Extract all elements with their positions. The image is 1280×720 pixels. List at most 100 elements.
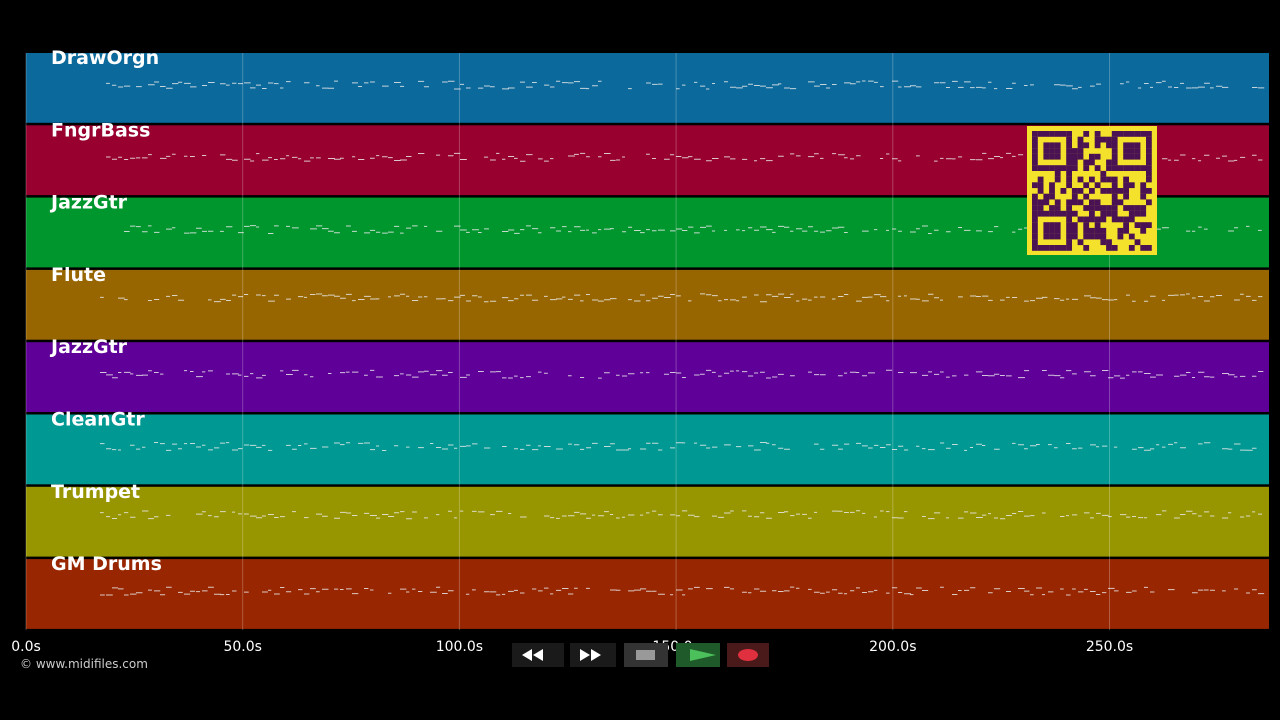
qr-module	[1134, 153, 1141, 160]
qr-module	[1100, 233, 1107, 240]
qr-module	[1089, 216, 1095, 223]
qr-module	[1077, 142, 1084, 149]
qr-module	[1083, 193, 1090, 200]
qr-module	[1146, 159, 1152, 166]
qr-module	[1146, 170, 1152, 177]
qr-module	[1128, 142, 1135, 149]
qr-module	[1111, 142, 1118, 149]
qr-module	[1049, 227, 1055, 234]
qr-module	[1032, 233, 1038, 240]
qr-module	[1066, 176, 1072, 183]
qr-module	[1083, 222, 1090, 228]
copyright: © www.midifiles.com	[20, 657, 148, 671]
qr-module	[1134, 222, 1141, 228]
qr-module	[1066, 199, 1072, 206]
qr-module	[1140, 210, 1147, 217]
qr-module	[1066, 239, 1072, 246]
qr-module	[1032, 182, 1038, 189]
qr-module	[1066, 182, 1072, 189]
qr-module	[1140, 245, 1147, 251]
qr-module	[1117, 233, 1124, 240]
fast-forward-button[interactable]	[570, 643, 616, 667]
qr-module	[1077, 136, 1084, 143]
qr-module	[1049, 245, 1055, 251]
qr-module	[1089, 210, 1095, 217]
qr-module	[1111, 199, 1118, 206]
qr-module	[1111, 153, 1118, 160]
controls	[512, 643, 769, 667]
qr-module	[1049, 188, 1055, 194]
qr-module	[1117, 188, 1124, 194]
track-name: JazzGtr	[49, 336, 128, 358]
qr-module	[1094, 233, 1101, 240]
qr-module	[1083, 245, 1090, 251]
rewind-button[interactable]	[512, 643, 564, 667]
record-button[interactable]	[727, 643, 769, 667]
track-name: GM Drums	[51, 553, 162, 575]
play-button[interactable]	[676, 643, 720, 667]
qr-module	[1071, 199, 1078, 206]
qr-module	[1106, 142, 1112, 149]
qr-module	[1060, 210, 1067, 217]
tick-label: 50.0s	[223, 639, 261, 655]
qr-module	[1117, 131, 1124, 137]
qr-module	[1100, 239, 1107, 246]
qr-module	[1066, 227, 1072, 234]
qr-module	[1032, 142, 1038, 149]
qr-module	[1083, 159, 1090, 166]
qr-module	[1111, 131, 1118, 137]
qr-module	[1123, 216, 1129, 223]
qr-module	[1128, 210, 1135, 217]
qr-module	[1146, 165, 1152, 171]
qr-module	[1054, 148, 1061, 154]
qr-module	[1066, 205, 1072, 211]
qr-module	[1049, 148, 1055, 154]
qr-module	[1106, 239, 1112, 246]
qr-module	[1066, 245, 1072, 251]
stop-button[interactable]	[624, 643, 668, 667]
qr-module	[1054, 245, 1061, 251]
track-lane	[26, 269, 1269, 340]
qr-module	[1060, 245, 1067, 251]
qr-module	[1134, 210, 1141, 217]
qr-module	[1111, 159, 1118, 166]
track-name: Flute	[51, 264, 106, 286]
qr-module	[1032, 199, 1038, 206]
qr-module	[1146, 148, 1152, 154]
qr-module	[1100, 136, 1107, 143]
qr-module	[1134, 142, 1141, 149]
qr-module	[1111, 148, 1118, 154]
qr-module	[1043, 245, 1050, 251]
qr-module	[1100, 216, 1107, 223]
qr-module	[1043, 153, 1050, 160]
qr-module	[1043, 199, 1050, 206]
qr-module	[1146, 136, 1152, 143]
qr-module	[1037, 205, 1044, 211]
qr-module	[1111, 193, 1118, 200]
qr-module	[1106, 245, 1112, 251]
qr-module	[1089, 176, 1095, 183]
qr-module	[1032, 193, 1038, 200]
qr-module	[1123, 176, 1129, 183]
qr-module	[1066, 159, 1072, 166]
qr-module	[1094, 142, 1101, 149]
qr-module	[1146, 131, 1152, 137]
qr-module	[1066, 170, 1072, 177]
qr-module	[1134, 148, 1141, 154]
qr-module	[1054, 199, 1061, 206]
qr-module	[1066, 148, 1072, 154]
tick-label: 100.0s	[436, 639, 483, 655]
qr-module	[1037, 188, 1044, 194]
qr-module	[1123, 142, 1129, 149]
qr-module	[1060, 188, 1067, 194]
qr-module	[1128, 216, 1135, 223]
qr-module	[1111, 136, 1118, 143]
qr-module	[1032, 159, 1038, 166]
qr-module	[1106, 210, 1112, 217]
qr-module	[1071, 165, 1078, 171]
qr-module	[1032, 131, 1038, 137]
qr-module	[1037, 176, 1044, 183]
track-name: Trumpet	[51, 481, 140, 503]
qr-module	[1106, 165, 1112, 171]
